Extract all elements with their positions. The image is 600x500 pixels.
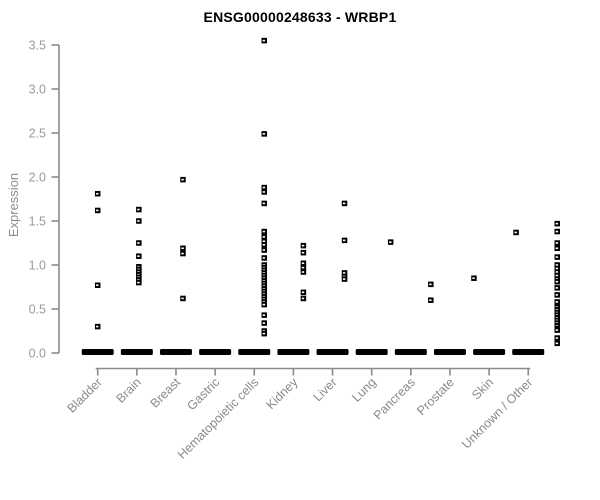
y-tick-label: 0.0 bbox=[29, 347, 46, 361]
zero-cluster-bar bbox=[159, 349, 192, 355]
zero-cluster-bar bbox=[512, 349, 545, 355]
data-point-center bbox=[342, 202, 346, 205]
data-point-center bbox=[555, 247, 559, 250]
data-point-center bbox=[555, 230, 559, 233]
zero-cluster-bar bbox=[355, 349, 388, 355]
data-point-center bbox=[555, 301, 559, 303]
data-point-center bbox=[137, 255, 140, 257]
data-point-center bbox=[262, 332, 266, 335]
data-point-center bbox=[301, 291, 305, 294]
data-point-center bbox=[137, 242, 140, 244]
zero-cluster-bar bbox=[238, 349, 271, 355]
y-tick-label: 1.0 bbox=[29, 259, 46, 273]
x-category-label: Liver bbox=[311, 375, 340, 404]
data-point-center bbox=[262, 243, 266, 246]
y-tick-label: 2.0 bbox=[29, 171, 46, 185]
x-category-label: Bladder bbox=[64, 375, 104, 415]
y-tick-label: 3.5 bbox=[29, 39, 46, 53]
x-category-label: Skin bbox=[469, 375, 496, 402]
data-point-center bbox=[262, 303, 266, 306]
data-point-center bbox=[301, 244, 305, 247]
x-category-label: Brain bbox=[113, 375, 144, 406]
data-point-center bbox=[301, 271, 305, 273]
data-point-center bbox=[262, 314, 266, 316]
zero-cluster-bar bbox=[473, 349, 506, 355]
data-point-center bbox=[262, 186, 266, 189]
data-point-center bbox=[555, 267, 559, 270]
zero-cluster-bar bbox=[120, 349, 153, 355]
data-point-center bbox=[262, 202, 266, 205]
data-point-center bbox=[181, 297, 184, 300]
data-point-center bbox=[555, 287, 559, 289]
data-point-center bbox=[262, 240, 266, 243]
data-point-center bbox=[555, 274, 559, 277]
data-point-center bbox=[555, 337, 559, 339]
data-point-center bbox=[262, 133, 266, 135]
data-point-center bbox=[96, 325, 99, 328]
data-point-center bbox=[262, 39, 266, 42]
data-point-center bbox=[137, 208, 140, 211]
data-point-center bbox=[555, 329, 559, 331]
y-tick-label: 0.5 bbox=[29, 303, 46, 317]
data-point-center bbox=[301, 251, 305, 254]
data-point-center bbox=[555, 256, 559, 258]
zero-cluster-bar bbox=[433, 349, 466, 355]
zero-cluster-bar bbox=[394, 349, 427, 355]
y-tick-label: 2.5 bbox=[29, 127, 46, 141]
x-category-label: Lung bbox=[349, 375, 379, 405]
data-point-center bbox=[555, 222, 559, 225]
data-point-center bbox=[262, 230, 266, 233]
data-point-center bbox=[181, 178, 184, 181]
data-point-center bbox=[429, 299, 432, 301]
data-point-center bbox=[181, 252, 184, 255]
x-category-label: Prostate bbox=[414, 375, 457, 418]
data-point-center bbox=[514, 231, 517, 234]
x-category-label: Unknown / Other bbox=[459, 375, 535, 451]
data-point-center bbox=[262, 257, 266, 259]
y-tick-label: 3.0 bbox=[29, 83, 46, 97]
data-point-center bbox=[137, 281, 140, 284]
data-point-center bbox=[555, 242, 559, 244]
data-point-center bbox=[555, 264, 559, 266]
data-point-center bbox=[262, 322, 266, 324]
data-point-center bbox=[389, 241, 392, 243]
data-point-center bbox=[555, 271, 559, 273]
data-point-center bbox=[96, 192, 99, 195]
zero-cluster-bar bbox=[199, 349, 232, 355]
data-point-center bbox=[472, 277, 475, 279]
data-point-center bbox=[181, 247, 184, 250]
data-point-center bbox=[137, 220, 140, 222]
data-point-center bbox=[262, 191, 266, 193]
x-category-label: Pancreas bbox=[371, 375, 418, 422]
data-point-center bbox=[342, 239, 346, 242]
data-point-center bbox=[555, 294, 559, 296]
data-point-center bbox=[555, 280, 559, 283]
zero-cluster-bar bbox=[316, 349, 349, 355]
data-point-center bbox=[342, 278, 346, 280]
zero-cluster-bar bbox=[277, 349, 310, 355]
chart-title: ENSG00000248633 - WRBP1 bbox=[203, 9, 397, 25]
data-point-center bbox=[555, 342, 559, 345]
data-point-center bbox=[96, 209, 99, 212]
data-point-center bbox=[342, 272, 346, 274]
data-point-center bbox=[429, 283, 432, 286]
data-point-center bbox=[301, 266, 305, 269]
x-category-label: Breast bbox=[148, 375, 184, 411]
data-point-center bbox=[301, 262, 305, 265]
x-category-label: Kidney bbox=[264, 375, 301, 412]
zero-cluster-bar bbox=[81, 349, 114, 355]
y-tick-label: 1.5 bbox=[29, 215, 46, 229]
data-point-center bbox=[262, 236, 266, 238]
data-point-center bbox=[301, 297, 305, 300]
data-point-center bbox=[262, 249, 266, 251]
x-category-label: Gastric bbox=[184, 375, 222, 413]
data-point-center bbox=[96, 284, 99, 287]
